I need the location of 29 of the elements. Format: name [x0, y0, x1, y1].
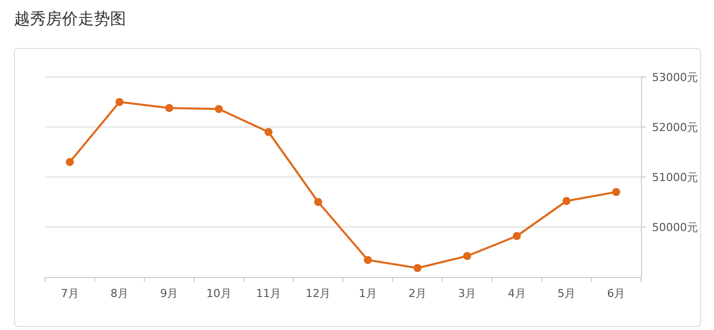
x-tick-label: 8月 [110, 287, 128, 300]
point [414, 264, 422, 272]
point [562, 197, 570, 205]
x-tick-label: 1月 [358, 287, 377, 300]
point [66, 158, 74, 166]
x-tick-label: 7月 [60, 287, 79, 300]
x-tick-label: 2月 [408, 287, 426, 300]
point [314, 198, 322, 206]
point [612, 188, 620, 196]
chart-title: 越秀房价走势图 [14, 9, 126, 28]
y-tick-label: 53000元 [652, 71, 698, 84]
y-tick-label: 52000元 [652, 121, 698, 134]
y-tick-label: 51000元 [652, 171, 698, 184]
x-tick-label: 9月 [160, 287, 178, 300]
point [264, 128, 272, 136]
point [116, 98, 124, 106]
y-tick-label: 50000元 [652, 221, 698, 234]
x-tick-label: 6月 [607, 287, 626, 300]
point [165, 104, 174, 112]
point [512, 232, 521, 240]
x-tick-label: 4月 [508, 287, 526, 300]
point [214, 105, 223, 113]
point [463, 252, 472, 260]
x-tick-label: 12月 [306, 287, 331, 300]
point [364, 256, 372, 264]
x-tick-label: 10月 [206, 287, 232, 300]
x-tick-label: 11月 [256, 287, 281, 300]
x-tick-label: 3月 [458, 287, 476, 300]
x-tick-label: 5月 [558, 287, 576, 300]
